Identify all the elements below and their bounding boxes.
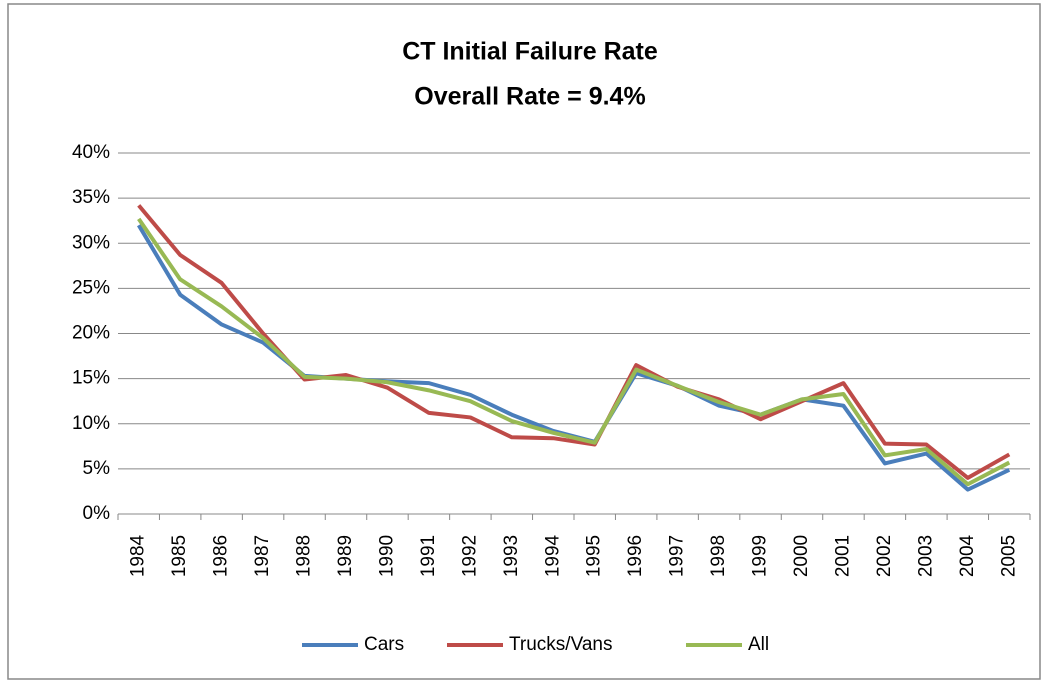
x-tick-label: 1994: [542, 534, 563, 577]
x-tick-label: 1998: [708, 535, 729, 577]
y-tick-label: 20%: [72, 323, 110, 344]
x-tick-label: 1984: [128, 534, 149, 577]
y-tick-label: 30%: [72, 232, 110, 253]
y-tick-label: 40%: [72, 142, 110, 163]
x-tick-label: 1991: [418, 535, 439, 577]
x-tick-label: 2000: [791, 535, 812, 577]
chart-subtitle: Overall Rate = 9.4%: [414, 83, 645, 111]
chart-frame: [7, 3, 1041, 680]
x-tick-label: 2004: [957, 534, 978, 577]
x-tick-label: 1993: [501, 535, 522, 577]
y-tick-label: 15%: [72, 368, 110, 389]
y-tick-label: 10%: [72, 413, 110, 434]
x-tick-label: 1996: [625, 535, 646, 577]
x-tick-label: 1985: [169, 535, 190, 577]
x-tick-label: 1989: [335, 535, 356, 577]
y-tick-label: 5%: [83, 458, 111, 479]
y-tick-label: 25%: [72, 277, 110, 298]
x-tick-label: 1990: [376, 535, 397, 577]
x-tick-label: 2005: [998, 535, 1019, 577]
x-tick-label: 2003: [915, 535, 936, 577]
x-tick-label: 2002: [874, 535, 895, 577]
x-tick-label: 1999: [750, 535, 771, 577]
legend-label: Cars: [364, 634, 404, 655]
legend-label: All: [748, 634, 769, 655]
x-tick-label: 1988: [294, 535, 315, 577]
legend-label: Trucks/Vans: [509, 634, 612, 655]
y-tick-label: 0%: [83, 503, 111, 524]
x-tick-label: 1992: [459, 535, 480, 577]
x-tick-label: 2001: [832, 535, 853, 577]
y-tick-label: 35%: [72, 187, 110, 208]
x-tick-label: 1997: [667, 535, 688, 577]
x-tick-label: 1986: [211, 535, 232, 577]
series-line: [137, 217, 1011, 487]
chart-title: CT Initial Failure Rate: [402, 38, 658, 66]
x-tick-label: 1987: [252, 535, 273, 577]
x-tick-label: 1995: [584, 535, 605, 577]
